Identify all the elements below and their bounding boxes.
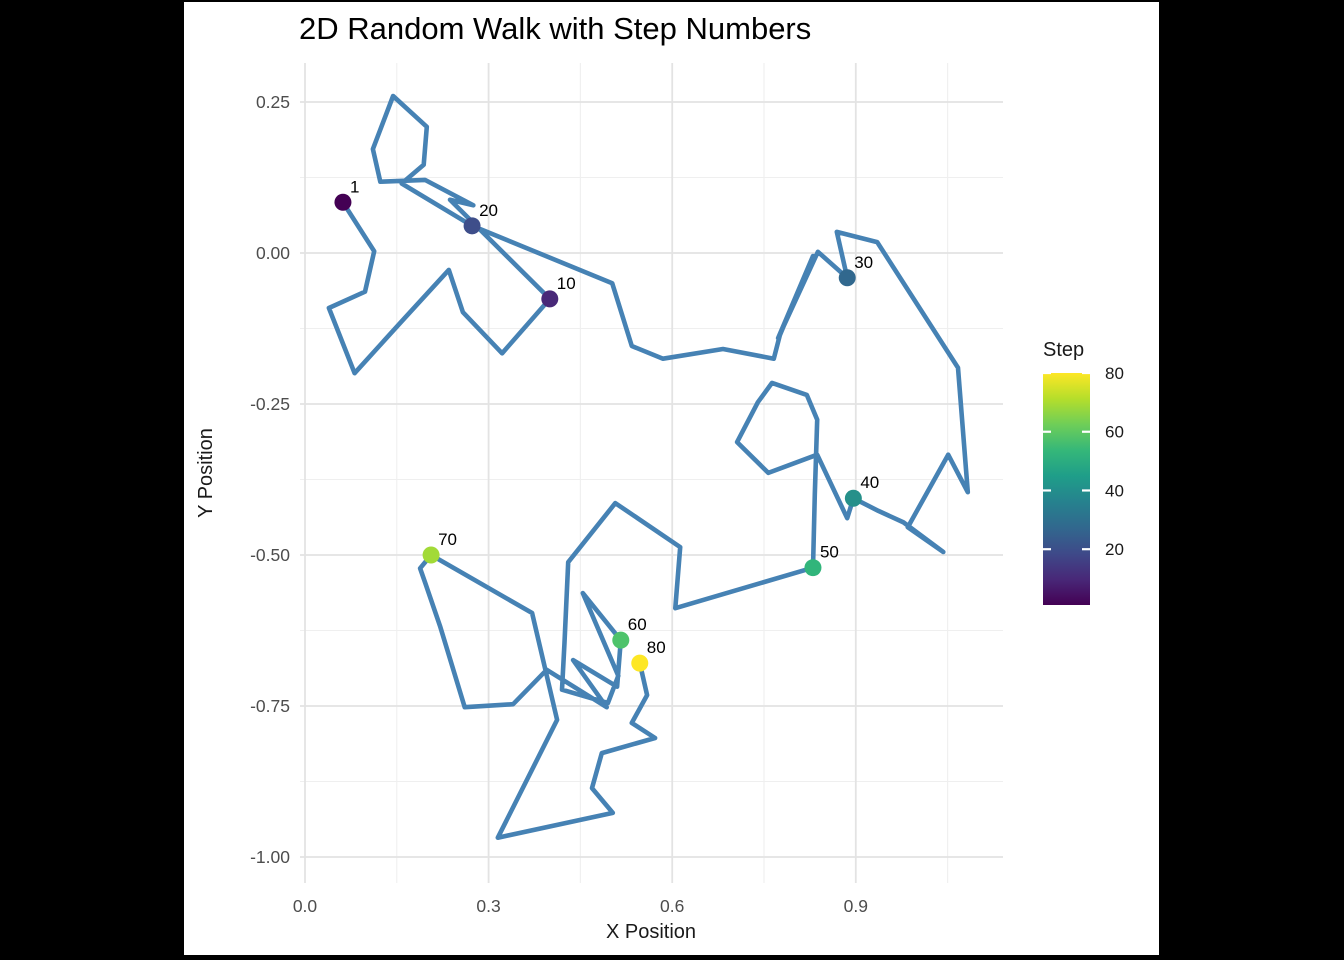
step-point — [838, 269, 856, 287]
step-point — [541, 290, 559, 308]
step-point — [804, 559, 822, 577]
walk-path-group — [326, 93, 971, 841]
x-tick-label: 0.6 — [660, 896, 684, 916]
step-point-label: 30 — [854, 253, 873, 272]
legend-title: Step — [1043, 339, 1084, 361]
step-point-label: 20 — [479, 201, 498, 220]
legend-tick-label: 60 — [1105, 423, 1124, 442]
step-point — [612, 631, 630, 649]
step-point-label: 40 — [860, 473, 879, 492]
step-point-label: 50 — [820, 543, 839, 562]
x-tick-label: 0.9 — [844, 896, 868, 916]
y-axis-tick-labels: 0.25 0.00 -0.25 -0.50 -0.75 -1.00 — [250, 92, 290, 867]
step-point-label: 70 — [438, 530, 457, 549]
x-tick-label: 0.3 — [476, 896, 500, 916]
legend-tick-label: 80 — [1105, 364, 1124, 383]
legend-labels: 80 60 40 20 — [1105, 364, 1124, 559]
plot-svg: 2D Random Walk with Step Numbers 1 10 20 30… — [195, 11, 1124, 943]
legend-colorbar — [1043, 373, 1090, 605]
step-point — [844, 489, 862, 507]
chart-title: 2D Random Walk with Step Numbers — [299, 11, 811, 46]
step-point — [463, 217, 481, 235]
x-tick-label: 0.0 — [293, 896, 318, 916]
figure-canvas: 2D Random Walk with Step Numbers 1 10 20 30… — [184, 2, 1159, 955]
y-tick-label: -0.25 — [250, 394, 290, 414]
legend-ticks — [1043, 371, 1090, 551]
step-points-group: 1 10 20 30 40 50 60 70 80 — [334, 177, 879, 672]
step-point — [334, 193, 352, 211]
gridlines-minor — [300, 63, 1003, 883]
y-tick-label: -1.00 — [250, 847, 290, 867]
step-point-label: 80 — [647, 638, 666, 657]
legend: Step 80 60 40 20 — [1043, 339, 1124, 605]
y-axis-title: Y Position — [195, 428, 217, 518]
y-tick-label: 0.00 — [256, 243, 290, 263]
step-point-label: 60 — [628, 615, 647, 634]
walk-path — [326, 93, 971, 841]
step-point — [631, 654, 649, 672]
x-axis-tick-labels: 0.0 0.3 0.6 0.9 — [293, 896, 868, 916]
step-point-label: 10 — [557, 274, 576, 293]
step-point-label: 1 — [350, 177, 359, 196]
gridlines-major — [300, 63, 1003, 883]
x-axis-title: X Position — [606, 921, 696, 943]
legend-tick-label: 40 — [1105, 481, 1124, 500]
legend-tick-label: 20 — [1105, 540, 1124, 559]
y-tick-label: 0.25 — [256, 92, 290, 112]
y-tick-label: -0.75 — [250, 696, 290, 716]
y-tick-label: -0.50 — [250, 545, 290, 565]
step-point — [422, 546, 440, 564]
